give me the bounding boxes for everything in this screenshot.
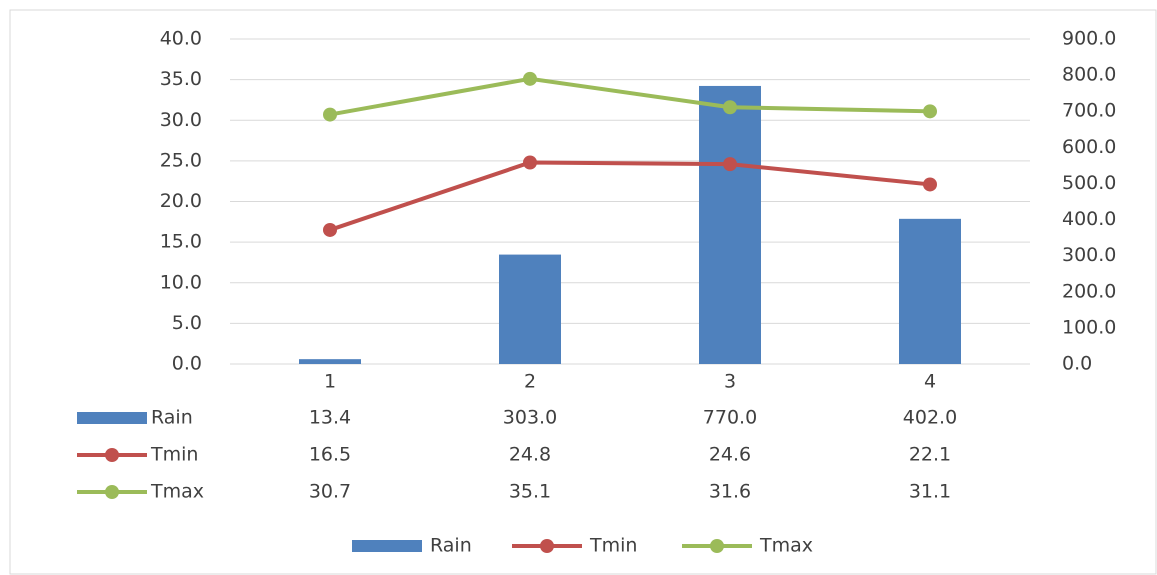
table-cell: 22.1 <box>909 444 951 466</box>
table-cell: 402.0 <box>903 407 957 429</box>
bar <box>299 359 361 364</box>
marker <box>523 71 537 86</box>
table-row-header: Tmin <box>150 444 198 466</box>
table-cell: 770.0 <box>703 407 757 429</box>
marker <box>923 104 937 119</box>
y2-tick-label: 300.0 <box>1062 244 1116 266</box>
y2-tick-label: 500.0 <box>1062 172 1116 194</box>
legend-label: Tmin <box>589 535 637 557</box>
x-tick-label: 1 <box>324 371 336 393</box>
x-tick-label: 2 <box>524 371 536 393</box>
y2-tick-label: 0.0 <box>1062 353 1092 375</box>
legend-key <box>105 448 119 462</box>
table-cell: 24.6 <box>709 444 751 466</box>
chart-border <box>9 9 1157 575</box>
line <box>329 160 931 232</box>
legend-key <box>105 485 119 499</box>
marker <box>323 222 337 237</box>
table-cell: 16.5 <box>309 444 351 466</box>
line <box>329 76 931 117</box>
table-cell: 31.1 <box>909 481 951 503</box>
table-row-header: Tmax <box>150 481 204 503</box>
x-tick-label: 3 <box>724 371 736 393</box>
legend-label: Tmax <box>759 535 813 557</box>
marker <box>923 177 937 192</box>
y-tick-label: 25.0 <box>160 149 202 171</box>
bar <box>899 218 961 364</box>
y-tick-label: 0.0 <box>172 353 202 375</box>
table-cell: 30.7 <box>309 481 351 503</box>
y-tick-label: 15.0 <box>160 231 202 253</box>
table-cell: 31.6 <box>709 481 751 503</box>
marker <box>723 157 737 172</box>
table-cell: 35.1 <box>509 481 551 503</box>
y-tick-label: 20.0 <box>160 190 202 212</box>
y-tick-label: 40.0 <box>160 28 202 50</box>
table-cell: 24.8 <box>509 444 551 466</box>
y2-tick-label: 100.0 <box>1062 316 1116 338</box>
y-tick-label: 10.0 <box>160 271 202 293</box>
y2-tick-label: 900.0 <box>1062 28 1116 50</box>
y2-tick-label: 600.0 <box>1062 136 1116 158</box>
marker <box>723 100 737 115</box>
table-cell: 303.0 <box>503 407 557 429</box>
table-row-header: Rain <box>151 407 193 429</box>
legend-key <box>540 539 554 553</box>
y2-tick-label: 800.0 <box>1062 64 1116 86</box>
bar <box>699 85 761 364</box>
legend-label: Rain <box>430 535 472 557</box>
y2-tick-label: 400.0 <box>1062 208 1116 230</box>
marker <box>523 155 537 170</box>
table-cell: 13.4 <box>309 407 351 429</box>
legend-key <box>77 412 147 424</box>
y-tick-label: 5.0 <box>172 312 202 334</box>
y2-tick-label: 200.0 <box>1062 280 1116 302</box>
marker <box>323 107 337 122</box>
y-tick-label: 35.0 <box>160 68 202 90</box>
legend-key <box>710 539 724 553</box>
y2-tick-label: 700.0 <box>1062 100 1116 122</box>
y-tick-label: 30.0 <box>160 109 202 131</box>
legend-key <box>352 540 422 552</box>
x-tick-label: 4 <box>924 371 936 393</box>
bar <box>499 254 561 364</box>
